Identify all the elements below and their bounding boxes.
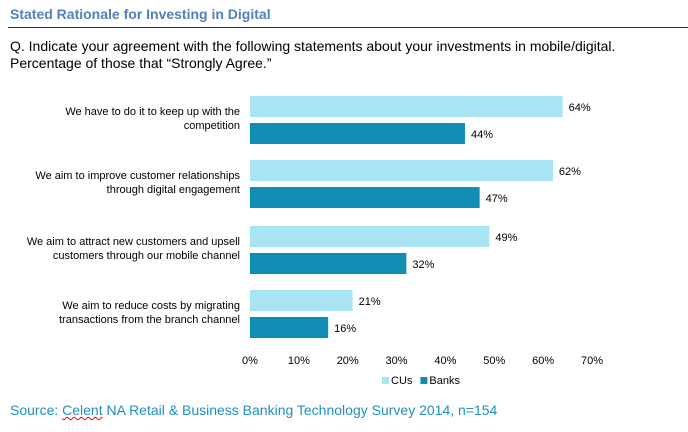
x-tick-label: 60% xyxy=(532,355,554,367)
bar-banks xyxy=(250,253,407,274)
category-label: customers through our mobile channel xyxy=(53,250,240,262)
legend-label: Banks xyxy=(429,375,460,387)
x-tick-label: 10% xyxy=(288,355,310,367)
page-title: Stated Rationale for Investing in Digita… xyxy=(10,6,271,22)
x-tick-label: 20% xyxy=(337,355,359,367)
category-label: We aim to improve customer relationships xyxy=(35,170,240,182)
bar-cus xyxy=(250,96,563,117)
data-label: 47% xyxy=(486,193,508,205)
category-label: competition xyxy=(184,120,240,132)
source-brand: Celent xyxy=(62,402,103,418)
question-text: Q. Indicate your agreement with the foll… xyxy=(10,38,680,72)
bar-banks xyxy=(250,187,480,208)
data-label: 32% xyxy=(412,259,434,271)
legend-swatch xyxy=(382,377,389,384)
category-label: We have to do it to keep up with the xyxy=(65,106,240,118)
question-line-2: Percentage of those that “Strongly Agree… xyxy=(10,55,272,71)
x-tick-label: 30% xyxy=(386,355,408,367)
x-tick-label: 0% xyxy=(242,355,258,367)
bar-cus xyxy=(250,160,553,181)
legend-label: CUs xyxy=(391,375,413,387)
data-label: 49% xyxy=(495,232,517,244)
bar-cus xyxy=(250,226,490,247)
data-label: 44% xyxy=(471,129,493,141)
x-tick-label: 70% xyxy=(581,355,603,367)
category-label: through digital engagement xyxy=(107,184,240,196)
bar-banks xyxy=(250,123,465,144)
legend-swatch xyxy=(420,377,428,384)
question-line-1: Q. Indicate your agreement with the foll… xyxy=(10,38,616,54)
bar-cus xyxy=(250,290,353,311)
x-tick-label: 50% xyxy=(483,355,505,367)
category-label: We aim to reduce costs by migrating xyxy=(62,300,240,312)
x-tick-label: 40% xyxy=(434,355,456,367)
source-rest: NA Retail & Business Banking Technology … xyxy=(102,402,498,418)
source-note: Source: Celent NA Retail & Business Bank… xyxy=(10,402,497,418)
category-label: We aim to attract new customers and upse… xyxy=(27,236,240,248)
data-label: 21% xyxy=(359,296,381,308)
category-label: transactions from the branch channel xyxy=(59,314,240,326)
bar-banks xyxy=(250,317,329,338)
bar-chart: We have to do it to keep up with the comp… xyxy=(27,96,603,387)
source-prefix: Source: xyxy=(10,402,63,418)
data-label: 62% xyxy=(559,166,581,178)
data-label: 16% xyxy=(334,323,356,335)
data-label: 64% xyxy=(569,102,591,114)
title-divider xyxy=(8,27,688,28)
